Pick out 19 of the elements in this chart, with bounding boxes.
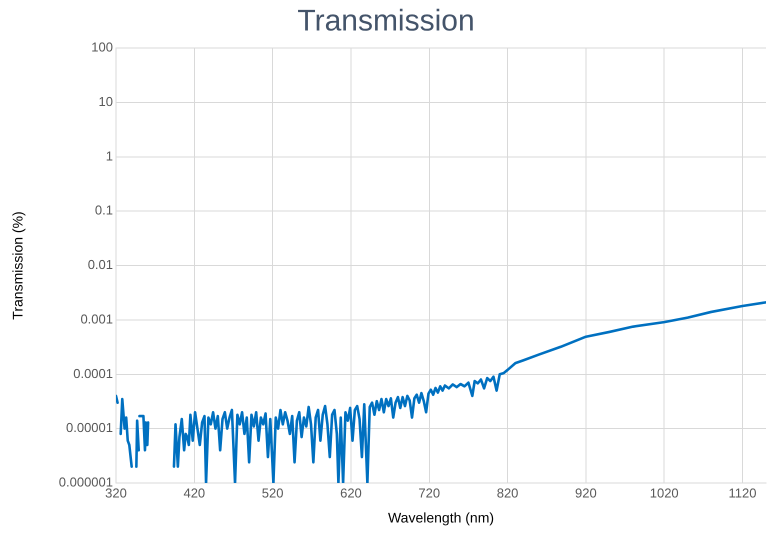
y-axis-title: Transmission (%)	[9, 211, 26, 320]
y-tick-label: 0.0001	[73, 366, 113, 381]
x-tick-label: 420	[183, 485, 206, 500]
x-tick-label: 720	[418, 485, 440, 500]
chart-title: Transmission	[297, 4, 475, 38]
x-tick-label: 1020	[650, 485, 679, 500]
x-axis-title: Wavelength (nm)	[388, 509, 494, 526]
y-tick-label: 100	[91, 40, 113, 55]
x-tick-label: 820	[496, 485, 518, 500]
y-tick-label: 1	[106, 148, 113, 164]
x-tick-label: 1120	[728, 485, 756, 500]
y-tick-label: 0.1	[94, 202, 113, 218]
x-tick-label: 620	[340, 485, 362, 500]
y-tick-label: 0.01	[88, 257, 113, 272]
y-tick-label: 0.00001	[66, 420, 113, 436]
x-tick-label: 520	[262, 485, 284, 500]
y-tick-label: 10	[98, 94, 113, 109]
x-tick-label: 920	[575, 485, 597, 500]
y-tick-label: 0.001	[80, 311, 113, 326]
